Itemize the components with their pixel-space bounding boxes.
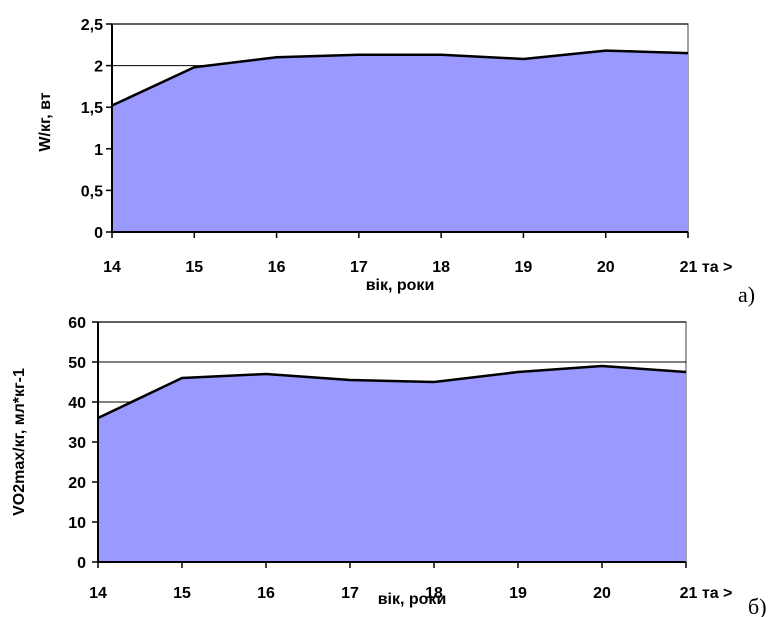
area-fill bbox=[112, 50, 688, 233]
x-tick-label: 15 bbox=[173, 585, 191, 602]
x-tick-label: 16 bbox=[268, 259, 286, 276]
x-tick-label: 18 bbox=[425, 585, 443, 602]
y-tick-label: 10 bbox=[68, 515, 86, 532]
y-tick-label: 40 bbox=[68, 395, 86, 412]
y-tick-label: 2 bbox=[94, 59, 103, 76]
y-tick-label: 30 bbox=[68, 435, 86, 452]
y-tick-label: 60 bbox=[68, 315, 86, 332]
x-tick-label: 19 bbox=[515, 259, 533, 276]
y-tick-label: 0 bbox=[77, 555, 86, 572]
panel-label: а) bbox=[738, 282, 755, 307]
x-tick-label: 21 та > bbox=[680, 585, 733, 602]
y-tick-label: 2,5 bbox=[81, 17, 103, 34]
x-axis-title: вік, роки bbox=[366, 277, 435, 294]
x-tick-label: 17 bbox=[341, 585, 359, 602]
x-tick-label: 15 bbox=[185, 259, 203, 276]
x-tick-label: 14 bbox=[89, 585, 107, 602]
x-axis-title: вік, роки bbox=[378, 591, 447, 608]
x-tick-label: 21 та > bbox=[680, 259, 733, 276]
panel-label: б) bbox=[748, 594, 767, 617]
y-axis-title: VO2max/кг, мл*кг-1 bbox=[11, 368, 28, 516]
chart-vo2max: VO2max/кг, мл*кг-1 вік, роки б) 0 10 20 30 4… bbox=[11, 315, 767, 617]
x-tick-label: 14 bbox=[103, 259, 121, 276]
x-tick-label: 18 bbox=[432, 259, 450, 276]
area-fill bbox=[98, 366, 686, 562]
x-tick-label: 17 bbox=[350, 259, 368, 276]
x-tick-label: 19 bbox=[509, 585, 527, 602]
x-tick-label: 16 bbox=[257, 585, 275, 602]
x-tick-label: 20 bbox=[597, 259, 615, 276]
series-line bbox=[111, 49, 689, 107]
y-tick-label: 1 bbox=[94, 142, 103, 159]
x-tick-label: 20 bbox=[593, 585, 611, 602]
series-line bbox=[97, 364, 687, 420]
chart-w-per-kg: W/кг, вт вік, роки а) 0 0,5 1 1,5 2 2,5 14 15 16… bbox=[37, 17, 755, 307]
y-tick-label: 0 bbox=[94, 225, 103, 242]
y-axis-title: W/кг, вт bbox=[37, 92, 54, 151]
y-tick-label: 0,5 bbox=[81, 183, 103, 200]
y-tick-label: 50 bbox=[68, 355, 86, 372]
y-tick-label: 20 bbox=[68, 475, 86, 492]
y-tick-label: 1,5 bbox=[81, 100, 103, 117]
